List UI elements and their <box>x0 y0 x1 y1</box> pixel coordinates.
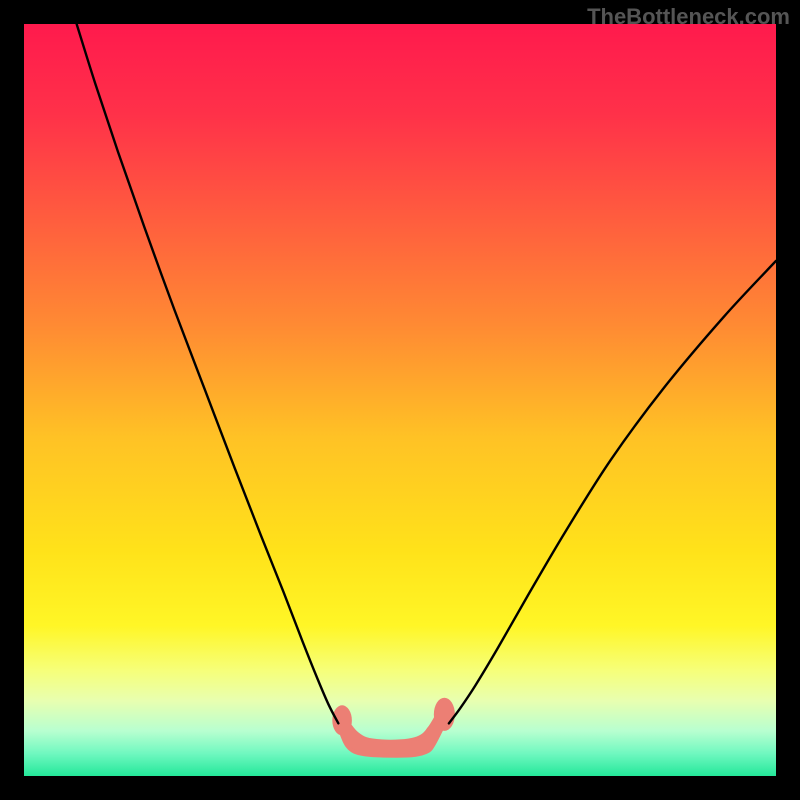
bottleneck-curve-chart <box>24 24 776 776</box>
chart-frame: TheBottleneck.com <box>0 0 800 800</box>
gradient-background <box>24 24 776 776</box>
plot-area <box>24 24 776 776</box>
valley-marker-knob <box>425 726 439 746</box>
watermark-text: TheBottleneck.com <box>587 4 790 30</box>
valley-marker-knob <box>434 698 455 731</box>
valley-marker-knob <box>332 705 352 735</box>
